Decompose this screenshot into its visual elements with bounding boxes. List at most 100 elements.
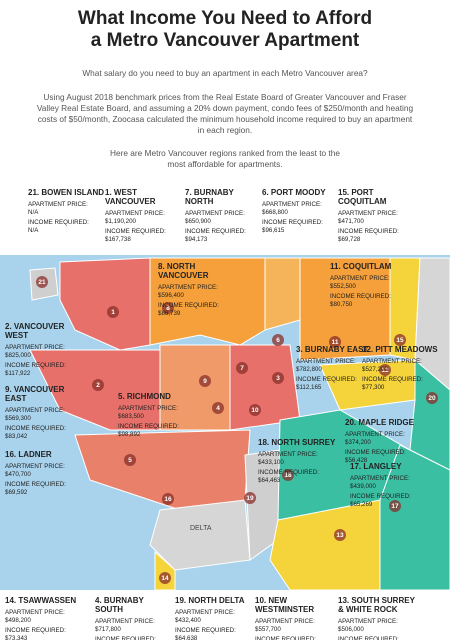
price-label: APARTMENT PRICE: [175,609,235,616]
marker [244,492,256,504]
price-value: $471,700 [338,217,364,225]
marker-number: 12 [381,367,389,374]
marker-number: 4 [216,405,220,412]
income-value: $77,300 [362,383,385,391]
region-name: 12. PITT MEADOWS [362,345,438,354]
price-value: $506,000 [338,625,364,633]
price-value: $569,300 [5,414,31,422]
income-label: INCOME REQUIRED: [258,469,319,477]
region-name: 14. TSAWWASSEN [5,596,77,605]
income-label: INCOME REQUIRED: [362,376,423,384]
price-value: $498,200 [5,616,31,624]
price-label: APARTMENT PRICE: [5,463,65,470]
marker-number: 3 [276,375,280,382]
price-value: $432,400 [175,616,201,624]
marker-number: 21 [38,279,46,286]
price-value: $557,700 [255,625,281,633]
price-value: $596,400 [158,291,184,299]
marker-number: 7 [240,365,244,372]
marker [199,375,211,387]
region-label: 19. NORTH DELTA APARTMENT PRICE: $432,400 I… [175,596,253,640]
income-label: INCOME REQUIRED: [105,228,166,236]
price-label: APARTMENT PRICE: [345,431,405,438]
region-name: 1. WEST VANCOUVER [105,188,156,206]
income-value: $167,738 [105,235,131,243]
region-name: 18. NORTH SURREY [258,438,336,447]
income-value: $112,165 [296,383,322,391]
price-value: $650,900 [185,217,211,225]
region-label: 18. NORTH SURREY APARTMENT PRICE: $433,100… [258,438,336,484]
income-value: $86,739 [158,309,181,317]
region-name: 7. BURNABY NORTH [185,188,234,206]
price-label: APARTMENT PRICE: [296,358,356,365]
marker [36,276,48,288]
price-value: $668,800 [262,208,288,216]
income-label: INCOME REQUIRED: [350,493,411,501]
price-label: APARTMENT PRICE: [262,201,322,208]
langley [379,444,450,591]
price-label: APARTMENT PRICE: [362,358,422,365]
income-label: INCOME REQUIRED: [338,228,399,236]
marker [159,572,171,584]
marker [236,362,248,374]
income-label: INCOME REQUIRED: [95,636,156,640]
marker-number: 16 [164,496,172,503]
region-name: 8. NORTH VANCOUVER [158,262,209,280]
region-label: 7. BURNABY NORTH APARTMENT PRICE: $650,900… [185,188,263,243]
region-name: 16. LADNER [5,450,52,459]
income-value: $64,463 [258,476,281,484]
marker-number: 8 [166,305,170,312]
marker [162,493,174,505]
region-label: 13. SOUTH SURREY & WHITE ROCK APARTMENT P… [338,596,416,640]
income-value: $96,615 [262,226,285,234]
region-name: 15. PORT COQUITLAM [338,188,387,206]
marker [389,500,401,512]
income-value: $73,343 [5,634,28,640]
burnaby [229,344,301,431]
price-label: APARTMENT PRICE: [118,405,178,412]
price-label: APARTMENT PRICE: [185,210,245,217]
income-label: INCOME REQUIRED: [330,293,391,301]
region-name: 11. COQUITLAM [330,262,392,271]
price-label: APARTMENT PRICE: [5,344,65,351]
marker [249,404,261,416]
income-label: INCOME REQUIRED: [5,481,66,489]
price-label: APARTMENT PRICE: [330,275,390,282]
price-value: $470,700 [5,470,31,478]
income-label: INCOME REQUIRED: [296,376,357,384]
price-label: APARTMENT PRICE: [338,618,398,625]
marker-number: 2 [96,382,100,389]
subtitle: What salary do you need to buy an apartm… [82,68,368,78]
marker-number: 15 [396,337,404,344]
title: What Income You Need to Afford a Metro Va… [0,8,450,52]
income-value: $98,892 [118,430,141,438]
marker [272,372,284,384]
coquitlam [299,257,391,361]
region-name: 2. VANCOUVER WEST [5,322,65,340]
region-name: 5. RICHMOND [118,392,171,401]
income-label: INCOME REQUIRED: [158,302,219,310]
region-label: 11. COQUITLAM APARTMENT PRICE: $552,500 INC… [330,262,408,308]
price-label: APARTMENT PRICE: [158,284,218,291]
region-label: 1. WEST VANCOUVER APARTMENT PRICE: $1,190,… [105,188,183,243]
price-value: $825,000 [5,351,31,359]
income-label: INCOME REQUIRED: [185,228,246,236]
marker-number: 17 [391,503,399,510]
income-value: $56,428 [345,456,368,464]
price-value: $552,500 [330,282,356,290]
region-label: 17. LANGLEY APARTMENT PRICE: $439,000 INCOM… [350,462,428,508]
income-value: $69,592 [5,488,28,496]
port-moody [264,257,301,331]
price-value: $717,800 [95,625,121,633]
income-label: INCOME REQUIRED: [262,219,323,227]
marker-number: 13 [336,532,344,539]
region-name: 4. BURNABY SOUTH [95,596,144,614]
price-value: $439,000 [350,482,376,490]
delta-label: DELTA [190,525,212,532]
price-value: $433,100 [258,458,284,466]
income-label: INCOME REQUIRED: [175,627,236,635]
marker-number: 1 [111,309,115,316]
region-label: 3. BURNABY EAST APARTMENT PRICE: $782,800 I… [296,345,374,391]
price-label: APARTMENT PRICE: [255,618,315,625]
